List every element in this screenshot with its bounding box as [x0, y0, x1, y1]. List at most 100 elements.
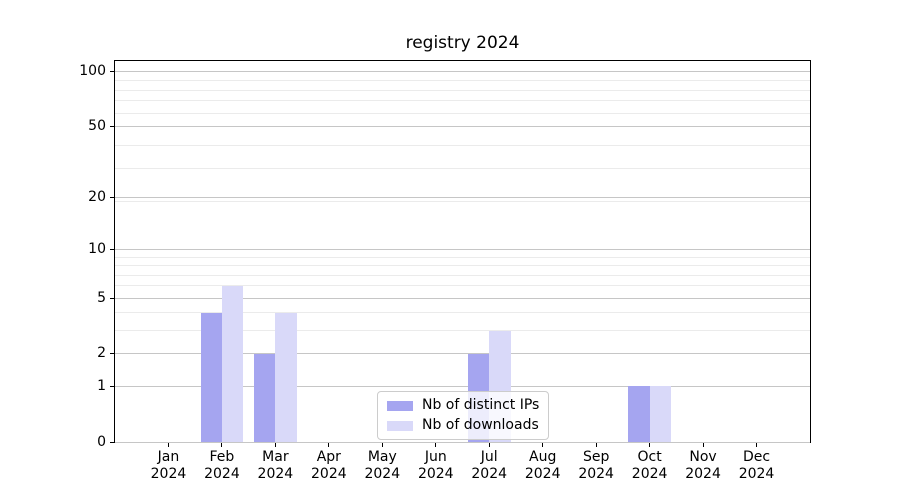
x-tick-month: Jul	[480, 449, 498, 465]
x-tick-month: Jun	[424, 449, 447, 465]
x-tick-month: Aug	[529, 449, 557, 465]
y-tick-label-2: 2	[97, 345, 106, 362]
x-tick-year: 2024	[578, 465, 614, 482]
x-tick-label-nov: Nov 2024	[671, 449, 735, 482]
x-tick-year: 2024	[631, 465, 668, 482]
chart-title: registry 2024	[405, 33, 520, 53]
x-tick-mark-jul	[488, 443, 490, 447]
legend-item-downloads: Nb of downloads	[387, 418, 539, 433]
bar-downloads-feb	[221, 285, 244, 442]
gridline-major-50	[115, 125, 810, 127]
legend: Nb of distinct IPs Nb of downloads	[377, 391, 550, 440]
x-tick-month: Dec	[742, 449, 771, 465]
gridline-minor-19	[115, 200, 810, 202]
plot-area	[114, 60, 811, 443]
gridline-minor-9	[115, 256, 810, 258]
x-tick-mark-sep	[595, 443, 597, 447]
x-tick-month: Nov	[689, 449, 717, 465]
gridline-major-0	[115, 441, 810, 443]
x-tick-mark-dec	[756, 443, 758, 447]
x-tick-label-feb: Feb 2024	[190, 449, 254, 482]
x-tick-mark-apr	[328, 443, 330, 447]
y-tick-label-5: 5	[97, 289, 106, 306]
y-tick-label-1: 1	[97, 377, 106, 394]
gridline-minor-69	[115, 100, 810, 102]
x-tick-label-oct: Oct 2024	[618, 449, 682, 482]
legend-label-downloads: Nb of downloads	[422, 417, 539, 433]
y-tick-mark-20	[110, 197, 114, 199]
x-tick-mark-jan	[167, 443, 169, 447]
gridline-minor-89	[115, 80, 810, 82]
x-tick-label-sep: Sep 2024	[564, 449, 628, 482]
x-tick-mark-feb	[221, 443, 223, 447]
y-tick-label-10: 10	[88, 240, 106, 257]
gridline-major-5	[115, 297, 810, 299]
bar-distinct-ips-oct	[628, 386, 650, 442]
x-tick-month: Sep	[582, 449, 610, 465]
gridline-minor-39	[115, 145, 810, 147]
y-tick-label-0: 0	[97, 433, 106, 450]
gridline-minor-59	[115, 112, 810, 114]
x-tick-year: 2024	[204, 465, 240, 482]
legend-swatch-distinct-ips	[387, 400, 413, 411]
x-tick-mark-nov	[702, 443, 704, 447]
gridline-minor-8	[115, 265, 810, 267]
x-tick-year: 2024	[257, 465, 294, 482]
x-tick-mark-jun	[435, 443, 437, 447]
x-tick-year: 2024	[685, 465, 721, 482]
y-tick-mark-0	[110, 441, 114, 443]
x-tick-label-dec: Dec 2024	[725, 449, 789, 482]
x-tick-month: Mar	[262, 449, 289, 465]
y-tick-mark-50	[110, 125, 114, 127]
y-tick-label-20: 20	[88, 189, 106, 206]
gridline-major-1	[115, 385, 810, 387]
y-tick-mark-10	[110, 248, 114, 250]
x-tick-year: 2024	[150, 465, 187, 482]
x-tick-label-aug: Aug 2024	[511, 449, 575, 482]
legend-swatch-downloads	[387, 420, 413, 431]
x-tick-label-jun: Jun 2024	[404, 449, 468, 482]
x-tick-year: 2024	[524, 465, 561, 482]
gridline-minor-79	[115, 89, 810, 91]
gridline-minor-4	[115, 312, 810, 314]
x-tick-year: 2024	[364, 465, 401, 482]
x-tick-mark-oct	[649, 443, 651, 447]
y-tick-mark-100	[110, 70, 114, 72]
legend-label-distinct-ips: Nb of distinct IPs	[422, 397, 540, 413]
x-tick-year: 2024	[417, 465, 454, 482]
bar-distinct-ips-mar	[254, 353, 276, 442]
y-tick-label-50: 50	[88, 117, 106, 134]
y-tick-label-100: 100	[79, 62, 106, 79]
gridline-minor-6	[115, 285, 810, 287]
x-tick-month: Jan	[157, 449, 180, 465]
gridline-minor-3	[115, 330, 810, 332]
x-tick-label-may: May 2024	[350, 449, 414, 482]
x-tick-mark-may	[381, 443, 383, 447]
y-tick-mark-2	[110, 353, 114, 355]
x-tick-year: 2024	[471, 465, 508, 482]
x-tick-month: May	[367, 449, 397, 465]
x-tick-month: Apr	[316, 449, 341, 465]
bar-downloads-mar	[275, 312, 297, 442]
y-tick-mark-1	[110, 385, 114, 387]
x-tick-label-jan: Jan 2024	[136, 449, 200, 482]
legend-item-distinct-ips: Nb of distinct IPs	[387, 398, 539, 413]
gridline-minor-7	[115, 274, 810, 276]
bar-downloads-oct	[649, 386, 671, 442]
x-tick-mark-mar	[274, 443, 276, 447]
x-tick-mark-aug	[542, 443, 544, 447]
gridline-major-20	[115, 197, 810, 199]
x-tick-label-apr: Apr 2024	[297, 449, 361, 482]
gridline-major-10	[115, 248, 810, 250]
gridline-major-2	[115, 353, 810, 355]
y-tick-mark-5	[110, 297, 114, 299]
gridline-minor-29	[115, 168, 810, 170]
x-tick-year: 2024	[738, 465, 775, 482]
x-tick-year: 2024	[311, 465, 347, 482]
x-tick-label-jul: Jul 2024	[457, 449, 521, 482]
x-tick-month: Feb	[209, 449, 235, 465]
bar-distinct-ips-feb	[200, 312, 222, 442]
x-tick-label-mar: Mar 2024	[243, 449, 307, 482]
gridline-major-100	[115, 70, 810, 72]
